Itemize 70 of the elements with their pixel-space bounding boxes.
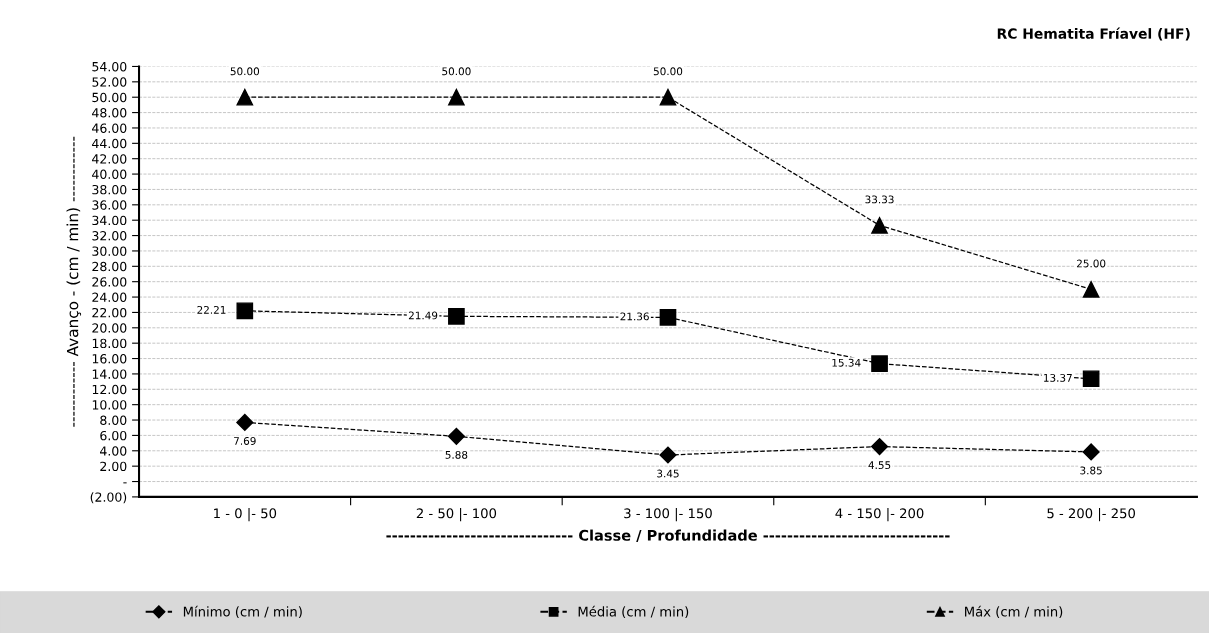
data-label: 33.33 [865,195,894,204]
point [871,217,888,234]
y-tick-label: 16.00 [92,354,127,364]
data-label: 25.00 [1076,259,1106,268]
y-tick-label: (2.00) [90,492,127,504]
y-tick-label: 14.00 [92,369,127,379]
data-label: 3.85 [1080,466,1102,475]
legend-label: Máx (cm / min) [965,605,1063,619]
y-tick-label: 34.00 [92,215,127,226]
point [871,355,888,372]
data-label: 4.55 [868,461,891,470]
y-tick-label: 42.00 [92,154,127,164]
data-label: 22.21 [197,305,226,314]
data-label: 13.37 [1044,373,1072,382]
data-label: 15.34 [832,358,861,367]
y-tick-label: 40.00 [92,169,127,179]
x-tick-label: 4 - 150 |- 200 [835,508,924,522]
point [236,413,254,431]
legend-label: Mínimo (cm / min) [183,605,302,619]
y-tick-label: 26.00 [92,277,127,287]
point [870,438,889,456]
point [448,308,465,325]
data-label: 3.45 [657,469,679,478]
x-axis-title: ------------------------------- Classe / Profundidade ------------------------------- [386,529,950,542]
y-tick-label: 4.00 [100,446,127,456]
y-tick-label: 6.00 [100,430,127,441]
y-tick-label: 32.00 [92,231,127,241]
y-axis-title: ------------ Avanço - (cm / min) ------------ [66,136,82,427]
y-tick-label: - [123,482,127,484]
data-label: 50.00 [653,67,683,76]
point [448,88,465,106]
data-label: 50.00 [230,67,260,76]
x-tick-label: 1 - 0 |- 50 [214,508,277,522]
data-label: 21.49 [408,311,438,320]
y-tick-label: 28.00 [92,261,127,272]
y-tick-label: 46.00 [92,123,127,133]
y-tick-label: 20.00 [92,323,127,333]
x-tick-label: 5 - 200 |- 250 [1047,508,1135,522]
point [659,88,677,106]
point [447,427,465,445]
data-label: 5.88 [445,450,468,459]
y-tick-label: 36.00 [92,200,127,210]
point [236,302,254,320]
y-tick-label: 44.00 [92,138,127,149]
y-tick-label: 22.00 [92,307,127,318]
y-tick-label: 18.00 [92,338,127,349]
point [1082,370,1100,388]
y-tick-label: 8.00 [100,415,127,425]
y-tick-label: 2.00 [100,461,127,472]
y-tick-label: 54.00 [92,61,127,72]
point [1082,281,1100,298]
point [659,309,677,326]
legend-label: Média (cm / min) [578,605,689,619]
y-tick-label: 50.00 [92,92,127,103]
data-label: 21.36 [620,312,649,321]
chart-title: RC Hematita Fríavel (HF) [997,27,1190,41]
y-tick-label: 30.00 [92,246,127,256]
data-label: 7.69 [234,437,256,445]
point [1082,443,1100,461]
point [236,88,254,106]
y-tick-label: 38.00 [92,184,127,195]
y-tick-label: 12.00 [92,384,127,395]
x-tick-label: 3 - 100 |- 150 [624,508,712,522]
y-tick-label: 48.00 [92,108,127,118]
data-label: 50.00 [442,67,471,76]
point [659,446,677,464]
y-tick-label: 10.00 [92,400,127,410]
y-tick-label: 24.00 [92,292,127,302]
x-tick-label: 2 - 50 |- 100 [416,508,497,522]
y-tick-label: 52.00 [92,77,127,87]
